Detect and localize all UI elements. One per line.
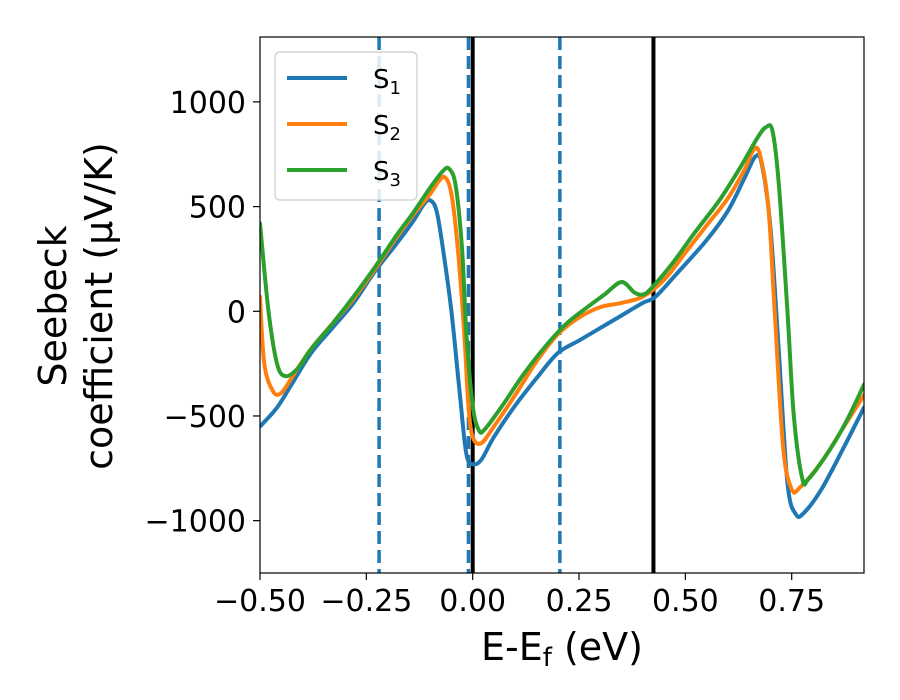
- x-tick-label: 0.75: [758, 584, 825, 619]
- y-axis-title-line2: coefficient (μV/K): [77, 142, 121, 470]
- series-line-s1: [260, 152, 864, 519]
- legend: S1 S2 S3: [274, 51, 418, 201]
- y-tick-label: 500: [189, 191, 246, 226]
- x-tick-label: 0.50: [652, 584, 719, 619]
- x-axis-title-main: E-E: [481, 625, 543, 669]
- x-tick-label: −0.50: [214, 584, 306, 619]
- y-tick-label: −500: [164, 400, 246, 435]
- legend-label-s1: S1: [373, 65, 401, 99]
- y-axis-title-line1: Seebeck: [31, 225, 75, 386]
- plot-frame: [259, 36, 865, 574]
- y-axis-ticks: −1000 −500 0 500 1000: [145, 86, 260, 540]
- legend-label-s3: S3: [373, 157, 401, 191]
- x-tick-label: −0.25: [320, 584, 412, 619]
- y-axis-title: Seebeck coefficient (μV/K): [31, 142, 121, 470]
- series-lines: [260, 123, 864, 519]
- y-tick-label: 1000: [170, 86, 246, 121]
- x-tick-label: 0.00: [439, 584, 506, 619]
- x-axis-ticks: −0.50 −0.25 0.00 0.25 0.50 0.75: [214, 573, 825, 619]
- x-tick-label: 0.25: [546, 584, 613, 619]
- y-tick-label: −1000: [145, 505, 246, 540]
- series-line-s3: [260, 123, 864, 487]
- legend-label-s2: S2: [373, 111, 401, 145]
- vertical-reference-lines: [377, 37, 656, 573]
- x-axis-title-unit: (eV): [552, 625, 643, 669]
- x-axis-title-sub: f: [543, 643, 553, 673]
- y-tick-label: 0: [227, 295, 246, 330]
- x-axis-title: E-Ef (eV): [481, 625, 643, 673]
